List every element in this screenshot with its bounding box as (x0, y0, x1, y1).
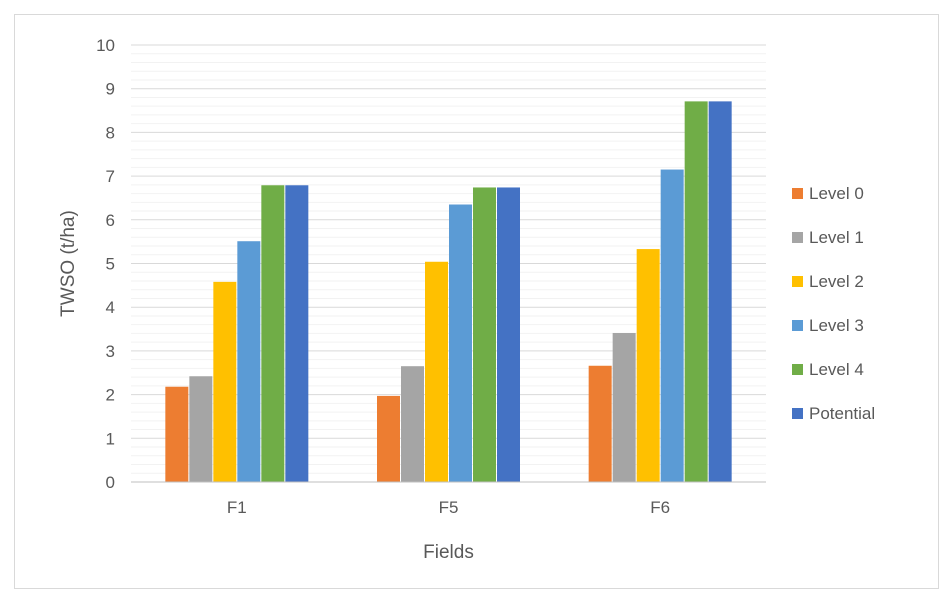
legend-item-level-2: Level 2 (792, 272, 864, 291)
bar-level-2-f1 (213, 281, 237, 482)
bar-level-0-f1 (165, 386, 189, 482)
bar-level-4-f5 (473, 187, 496, 482)
x-tick-label: F6 (650, 498, 670, 517)
x-axis-title: Fields (423, 542, 474, 563)
legend-item-potential: Potential (792, 404, 875, 423)
bar-level-4-f1 (261, 185, 285, 483)
legend-swatch (792, 364, 803, 375)
y-tick-label: 3 (106, 342, 115, 361)
bar-level-1-f5 (401, 366, 424, 482)
bar-potential-f5 (497, 187, 520, 482)
bar-level-0-f6 (588, 365, 612, 482)
y-tick-label: 2 (106, 386, 115, 405)
y-tick-label: 5 (106, 255, 115, 274)
bar-level-2-f6 (636, 249, 660, 482)
legend-label: Potential (809, 404, 875, 423)
legend-swatch (792, 408, 803, 419)
legend-swatch (792, 276, 803, 287)
y-tick-label: 6 (106, 211, 115, 230)
y-tick-label: 9 (106, 80, 115, 99)
legend-swatch (792, 320, 803, 331)
y-tick-label: 8 (106, 123, 115, 142)
bar-potential-f1 (285, 185, 309, 483)
legend-label: Level 2 (809, 272, 864, 291)
bars (165, 101, 732, 483)
y-tick-label: 4 (106, 298, 115, 317)
x-tick-label: F1 (227, 498, 247, 517)
y-tick-label: 1 (106, 429, 115, 448)
legend-label: Level 1 (809, 228, 864, 247)
bar-level-3-f5 (449, 204, 472, 482)
legend-item-level-4: Level 4 (792, 360, 864, 379)
bar-potential-f6 (708, 101, 732, 483)
legend: Level 0 Level 1 Level 2 Level 3 Level 4 Poten… (792, 184, 875, 423)
y-tick-label: 7 (106, 167, 115, 186)
bar-level-1-f6 (612, 332, 636, 482)
y-tick-label: 0 (106, 473, 115, 492)
bar-level-0-f5 (377, 395, 400, 482)
legend-item-level-1: Level 1 (792, 228, 864, 247)
axes: 0 1 2 3 4 5 6 7 8 9 10 F1 F5 F6 (96, 36, 766, 517)
legend-swatch (792, 188, 803, 199)
legend-label: Level 0 (809, 184, 864, 203)
x-tick-label: F5 (439, 498, 459, 517)
legend-swatch (792, 232, 803, 243)
y-axis-title: TWSO (t/ha) (58, 210, 79, 317)
legend-label: Level 3 (809, 316, 864, 335)
legend-item-level-3: Level 3 (792, 316, 864, 335)
y-tick-label: 10 (96, 36, 115, 55)
bar-level-2-f5 (425, 261, 448, 482)
gridlines (131, 44, 766, 474)
legend-label: Level 4 (809, 360, 864, 379)
bar-level-3-f6 (660, 169, 684, 483)
bar-level-1-f1 (189, 376, 213, 482)
bar-level-4-f6 (684, 101, 708, 483)
legend-item-level-0: Level 0 (792, 184, 864, 203)
bar-level-3-f1 (237, 241, 261, 482)
